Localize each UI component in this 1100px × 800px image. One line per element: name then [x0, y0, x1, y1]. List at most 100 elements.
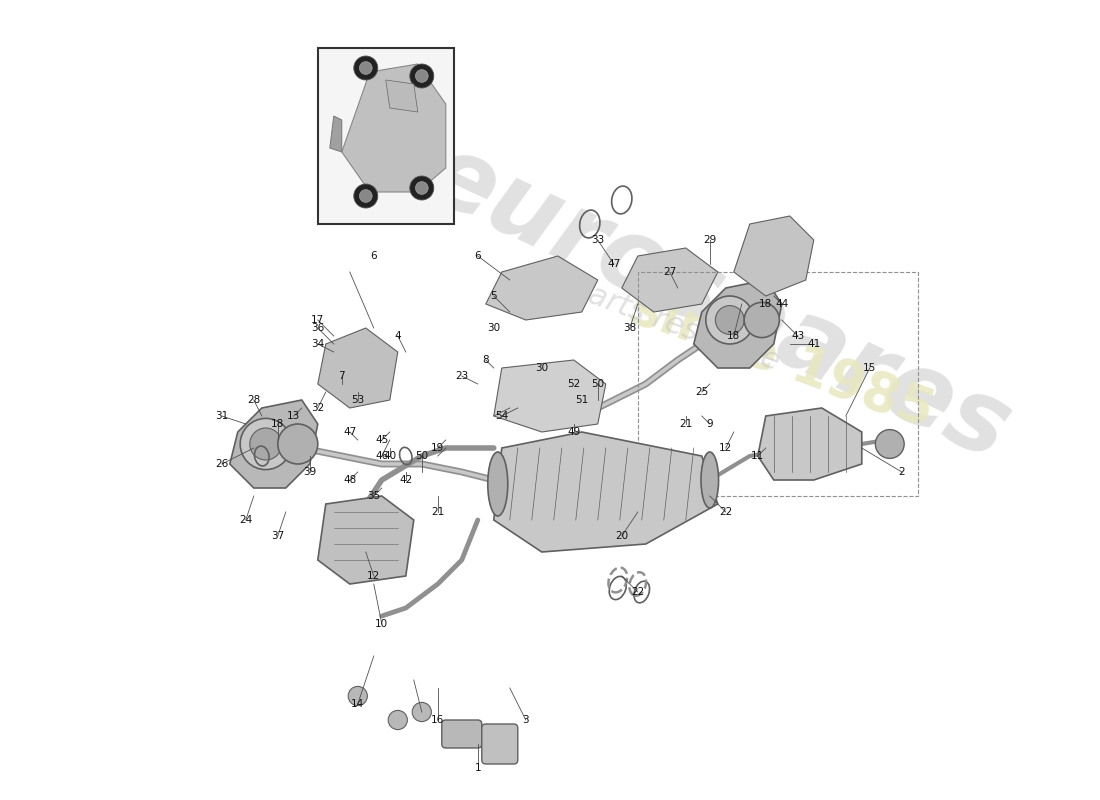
- Circle shape: [715, 306, 745, 334]
- Text: 12: 12: [367, 571, 381, 581]
- Text: 18: 18: [727, 331, 740, 341]
- Text: 34: 34: [311, 339, 324, 349]
- Text: 50: 50: [415, 451, 428, 461]
- Text: 30: 30: [487, 323, 500, 333]
- Circle shape: [745, 302, 780, 338]
- Text: 51: 51: [575, 395, 589, 405]
- Text: 22: 22: [631, 587, 645, 597]
- Polygon shape: [230, 400, 318, 488]
- Text: 5: 5: [491, 291, 497, 301]
- Text: 52: 52: [568, 379, 581, 389]
- Circle shape: [416, 70, 428, 82]
- Polygon shape: [694, 280, 782, 368]
- Text: 18: 18: [272, 419, 285, 429]
- Polygon shape: [486, 256, 597, 320]
- Text: 1: 1: [474, 763, 481, 773]
- Polygon shape: [318, 328, 398, 408]
- Text: 47: 47: [607, 259, 620, 269]
- Text: 20: 20: [615, 531, 628, 541]
- Text: 19: 19: [431, 443, 444, 453]
- Circle shape: [410, 64, 433, 88]
- Text: 4: 4: [395, 331, 402, 341]
- Text: 35: 35: [367, 491, 381, 501]
- Text: 43: 43: [791, 331, 804, 341]
- Text: 40: 40: [383, 451, 396, 461]
- Circle shape: [278, 424, 318, 464]
- Circle shape: [240, 418, 292, 470]
- Text: 44: 44: [776, 299, 789, 309]
- Polygon shape: [494, 432, 718, 552]
- Polygon shape: [758, 408, 861, 480]
- Text: 21: 21: [431, 507, 444, 517]
- Ellipse shape: [701, 452, 718, 508]
- Polygon shape: [494, 360, 606, 432]
- Text: 42: 42: [399, 475, 412, 485]
- Text: 30: 30: [536, 363, 548, 373]
- Text: 6: 6: [474, 251, 481, 261]
- Text: 17: 17: [311, 315, 324, 325]
- Text: 54: 54: [495, 411, 508, 421]
- Text: 38: 38: [624, 323, 637, 333]
- Text: 23: 23: [455, 371, 469, 381]
- Text: 7: 7: [339, 371, 345, 381]
- Polygon shape: [734, 216, 814, 296]
- Text: 48: 48: [343, 475, 356, 485]
- Ellipse shape: [487, 452, 508, 516]
- Text: 37: 37: [272, 531, 285, 541]
- Text: 28: 28: [248, 395, 261, 405]
- Text: 49: 49: [568, 427, 581, 437]
- Text: 29: 29: [703, 235, 716, 245]
- Circle shape: [354, 56, 377, 80]
- Circle shape: [360, 62, 372, 74]
- Text: 31: 31: [216, 411, 229, 421]
- Text: 25: 25: [695, 387, 708, 397]
- Circle shape: [416, 182, 428, 194]
- Circle shape: [876, 430, 904, 458]
- Text: 22: 22: [719, 507, 733, 517]
- Text: 46: 46: [375, 451, 388, 461]
- Text: 32: 32: [311, 403, 324, 413]
- Text: since 1985: since 1985: [623, 281, 940, 439]
- Text: 53: 53: [351, 395, 364, 405]
- Text: 15: 15: [864, 363, 877, 373]
- Text: 24: 24: [239, 515, 252, 525]
- Text: a parts resource: a parts resource: [539, 264, 784, 376]
- Text: 11: 11: [751, 451, 764, 461]
- FancyBboxPatch shape: [318, 48, 454, 224]
- Polygon shape: [342, 64, 446, 192]
- Polygon shape: [330, 116, 342, 152]
- Text: 50: 50: [591, 379, 604, 389]
- Text: 33: 33: [591, 235, 604, 245]
- Text: 26: 26: [216, 459, 229, 469]
- Text: 2: 2: [899, 467, 905, 477]
- Text: 10: 10: [375, 619, 388, 629]
- Text: 14: 14: [351, 699, 364, 709]
- Circle shape: [412, 702, 431, 722]
- Text: 13: 13: [287, 411, 300, 421]
- Text: 18: 18: [759, 299, 772, 309]
- Text: 8: 8: [483, 355, 490, 365]
- Text: 21: 21: [679, 419, 692, 429]
- Text: 12: 12: [719, 443, 733, 453]
- Text: 27: 27: [663, 267, 676, 277]
- Text: 3: 3: [522, 715, 529, 725]
- Text: 36: 36: [311, 323, 324, 333]
- Text: 45: 45: [375, 435, 388, 445]
- FancyBboxPatch shape: [482, 724, 518, 764]
- Text: 6: 6: [371, 251, 377, 261]
- Text: 9: 9: [706, 419, 713, 429]
- Polygon shape: [386, 80, 418, 112]
- Circle shape: [388, 710, 407, 730]
- Bar: [638, 272, 917, 496]
- Polygon shape: [621, 248, 718, 312]
- Circle shape: [349, 686, 367, 706]
- Circle shape: [706, 296, 754, 344]
- Text: 39: 39: [304, 467, 317, 477]
- FancyBboxPatch shape: [442, 720, 482, 748]
- Circle shape: [250, 428, 282, 460]
- Polygon shape: [318, 496, 414, 584]
- Text: 47: 47: [343, 427, 356, 437]
- Circle shape: [354, 184, 377, 208]
- Circle shape: [360, 190, 372, 202]
- Text: eurospares: eurospares: [410, 126, 1025, 482]
